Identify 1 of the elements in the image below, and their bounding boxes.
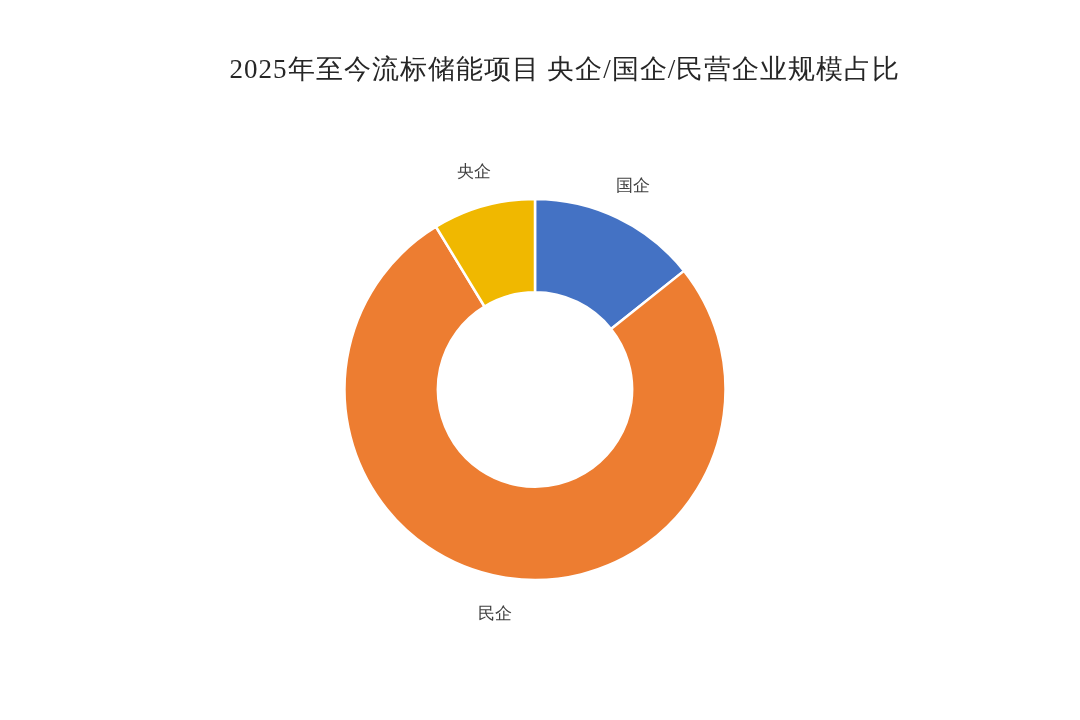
title: 2025年至今流标储能项目 央企/国企/民营企业规模占比: [229, 54, 901, 84]
